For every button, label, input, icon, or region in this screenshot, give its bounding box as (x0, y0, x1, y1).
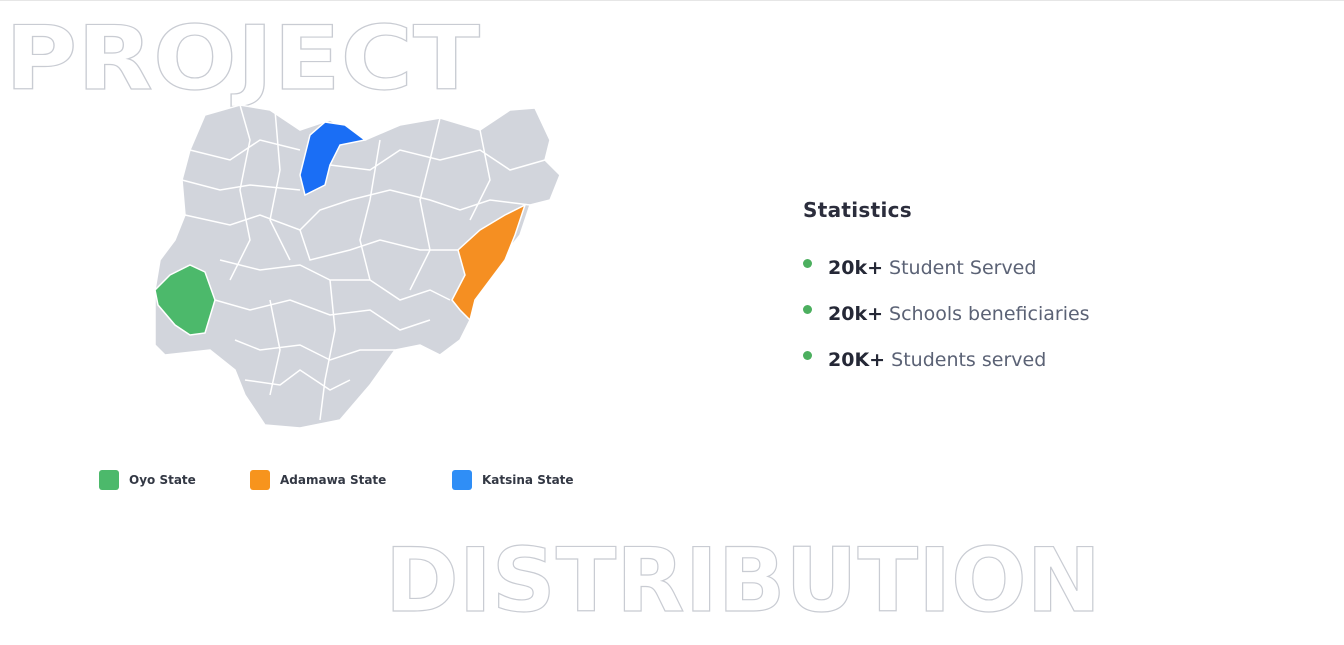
legend-label: Oyo State (129, 473, 196, 487)
stat-value: 20k+ (828, 303, 883, 325)
state-borders (181, 104, 546, 421)
stat-value: 20K+ (828, 349, 886, 371)
statistics-list: 20k+ Student Served 20k+ Schools benefic… (803, 256, 1090, 394)
statistics-panel: Statistics 20k+ Student Served 20k+ Scho… (803, 198, 1090, 394)
legend-swatch (452, 470, 472, 490)
stat-label: Schools beneficiaries (889, 303, 1090, 325)
stat-label: Students served (891, 349, 1047, 371)
legend-label: Adamawa State (280, 473, 386, 487)
section-title: PROJECT (5, 7, 480, 110)
adamawa-state (451, 203, 527, 322)
statistic-item: 20k+ Student Served (803, 256, 1090, 302)
legend-swatch (99, 470, 119, 490)
oyo-state (154, 264, 216, 336)
katsina-state (299, 121, 367, 197)
legend-label: Katsina State (482, 473, 574, 487)
statistics-title: Statistics (803, 198, 912, 222)
divider (0, 0, 1344, 1)
statistic-item: 20k+ Schools beneficiaries (803, 302, 1090, 348)
legend-swatch (250, 470, 270, 490)
statistic-item: 20K+ Students served (803, 348, 1090, 394)
map-legend: Oyo State Adamawa State Katsina State (99, 470, 574, 490)
nigeria-map (154, 104, 561, 429)
stat-value: 20k+ (828, 257, 883, 279)
section-title: DISTRIBUTION (385, 529, 1101, 632)
stat-label: Student Served (889, 257, 1037, 279)
